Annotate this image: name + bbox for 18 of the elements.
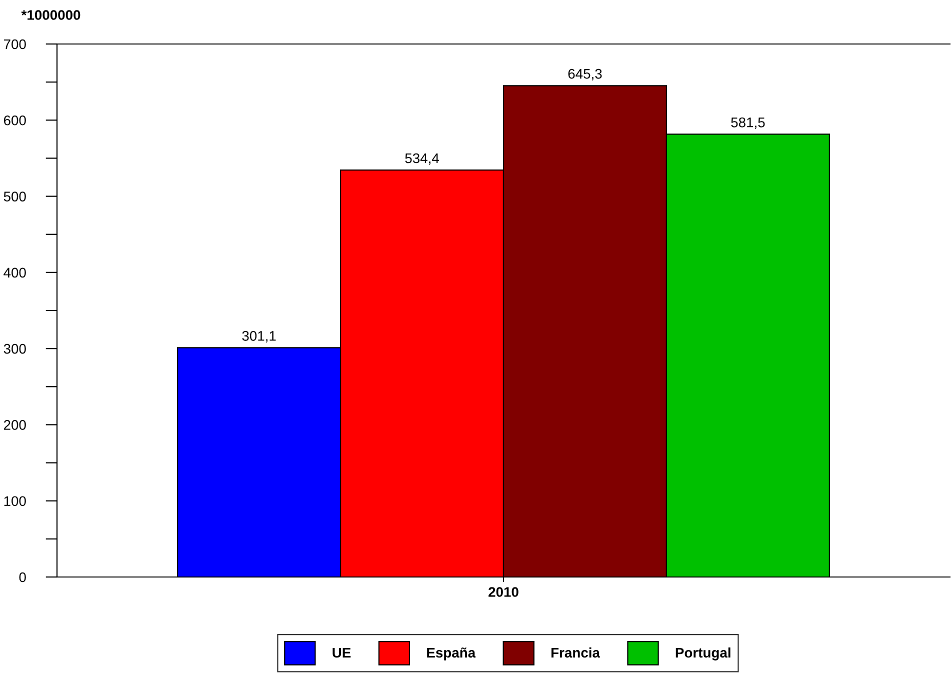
legend-label: Portugal [676, 647, 730, 660]
y-tick-label: 700 [4, 39, 26, 50]
legend-label: España [427, 647, 476, 660]
y-tick-label: 300 [4, 344, 26, 354]
y-tick-label: 500 [4, 192, 26, 202]
y-tick-label: 600 [4, 115, 26, 126]
legend-label: UE [332, 648, 351, 658]
data-label: 534,4 [405, 153, 439, 165]
y-tick-label: 0 [19, 572, 26, 582]
data-label: 301,1 [242, 330, 276, 342]
y-tick-label: 100 [4, 496, 26, 506]
y-tick-label: 400 [4, 268, 26, 278]
legend-label: Francia [551, 647, 600, 658]
y-tick-label: 200 [4, 420, 26, 430]
data-label: 581,5 [731, 117, 765, 129]
x-tick-label: 2010 [488, 587, 518, 597]
y-axis-title: *1000000 [21, 10, 80, 20]
data-label: 645,3 [568, 68, 602, 80]
